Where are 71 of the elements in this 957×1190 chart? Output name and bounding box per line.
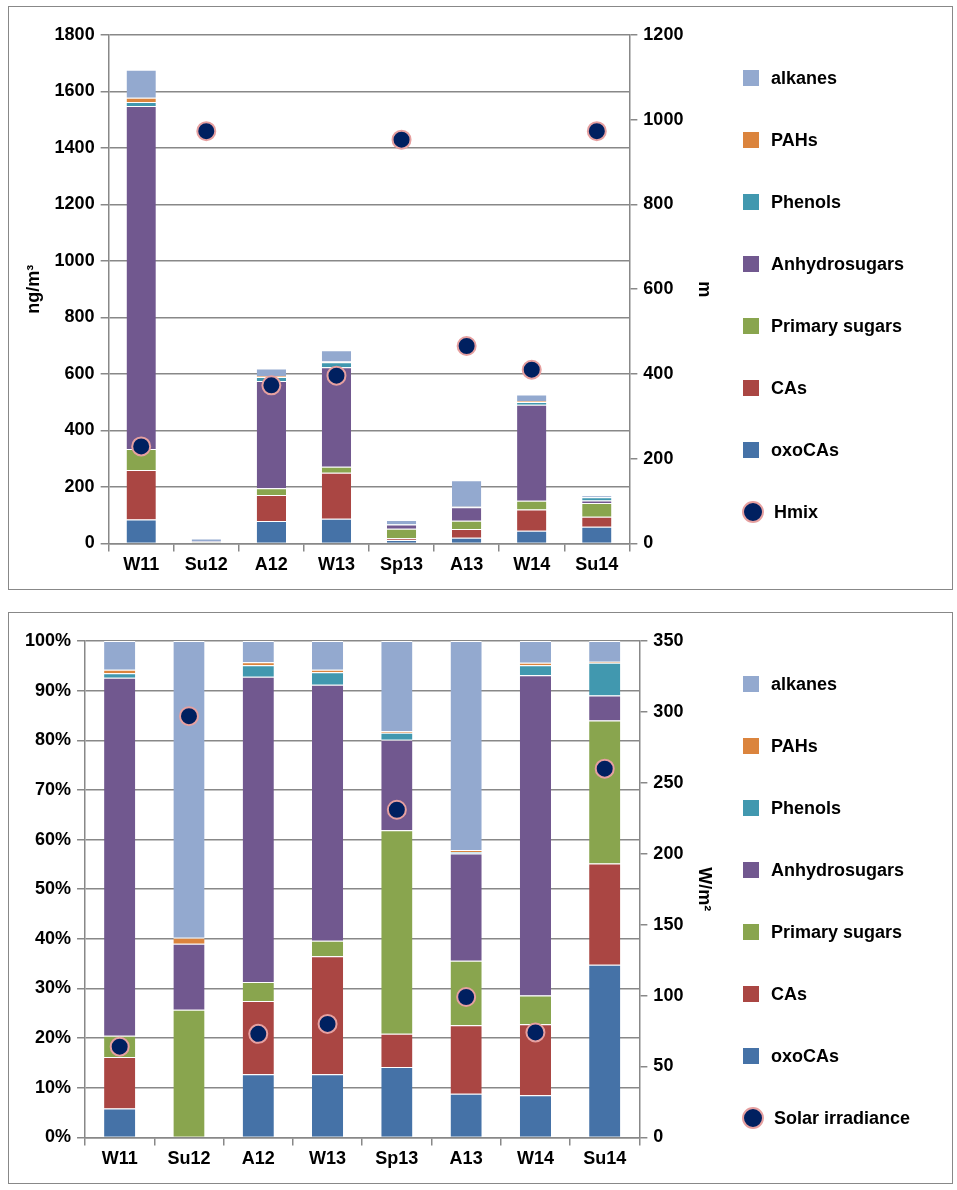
y-tick-label: 60% — [35, 828, 72, 849]
y2-axis-title: W/m² — [695, 867, 716, 912]
y-tick-label: 1800 — [54, 23, 95, 44]
x-tick-label: Sp13 — [375, 1148, 419, 1169]
y-tick-label: 1200 — [54, 193, 95, 214]
y2-tick-label: 150 — [653, 913, 684, 934]
x-tick-label: Su14 — [583, 1148, 627, 1169]
y-tick-label: 1600 — [54, 80, 95, 101]
legend-label: CAs — [771, 983, 808, 1005]
y-tick-label: 1400 — [54, 136, 95, 157]
legend-label: Primary sugars — [771, 315, 903, 337]
x-tick-label: Su12 — [184, 554, 228, 575]
legend-label: PAHs — [771, 735, 818, 757]
y2-tick-label: 1200 — [643, 23, 684, 44]
y-tick-label: 1000 — [54, 249, 95, 270]
legend-label: alkanes — [771, 67, 838, 89]
legend-label: Hmix — [774, 501, 819, 523]
x-tick-label: W13 — [317, 554, 355, 575]
x-tick-label: W13 — [309, 1148, 347, 1169]
legend-label: Primary sugars — [771, 921, 903, 943]
legend-label: alkanes — [771, 673, 838, 695]
y-tick-label: 200 — [64, 475, 95, 496]
x-tick-label: W11 — [123, 554, 160, 575]
y2-tick-label: 250 — [653, 771, 684, 792]
y2-tick-label: 0 — [653, 1126, 664, 1147]
x-tick-label: A13 — [450, 554, 484, 575]
legend-label: PAHs — [771, 129, 818, 151]
y-tick-label: 10% — [35, 1076, 72, 1097]
x-tick-label: W14 — [516, 1148, 554, 1169]
y-tick-label: 400 — [64, 419, 95, 440]
y-tick-label: 80% — [35, 729, 72, 750]
y2-tick-label: 800 — [643, 193, 674, 214]
y-tick-label: 50% — [35, 878, 72, 899]
x-tick-label: W14 — [513, 554, 551, 575]
y2-tick-label: 200 — [653, 842, 684, 863]
y2-tick-label: 600 — [643, 278, 674, 299]
x-tick-label: A13 — [449, 1148, 483, 1169]
y-tick-label: 0% — [45, 1126, 72, 1147]
y-tick-label: 800 — [64, 306, 95, 327]
legend-label: Solar irradiance — [774, 1107, 911, 1129]
legend-label: CAs — [771, 377, 808, 399]
legend-label: oxoCAs — [771, 1045, 840, 1067]
y2-tick-label: 400 — [643, 362, 674, 383]
y-tick-label: 40% — [35, 927, 72, 948]
x-tick-label: Sp13 — [380, 554, 424, 575]
y-tick-label: 90% — [35, 679, 72, 700]
y2-tick-label: 0 — [643, 532, 654, 553]
y-tick-label: 600 — [64, 362, 95, 383]
y-tick-label: 30% — [35, 977, 72, 998]
x-tick-label: A12 — [241, 1148, 275, 1169]
legend-label: Phenols — [771, 797, 842, 819]
y-axis-title: ng/m³ — [22, 264, 43, 314]
x-tick-label: Su14 — [575, 554, 619, 575]
y2-tick-label: 50 — [653, 1055, 674, 1076]
y-tick-label: 100% — [24, 629, 72, 650]
x-tick-label: A12 — [254, 554, 288, 575]
y-tick-label: 20% — [35, 1027, 72, 1048]
y2-axis-title: m — [695, 281, 716, 298]
y2-tick-label: 300 — [653, 700, 684, 721]
y2-tick-label: 200 — [643, 447, 674, 468]
y-tick-label: 0 — [84, 532, 95, 553]
legend-label: oxoCAs — [771, 439, 840, 461]
legend-label: Anhydrosugars — [771, 859, 905, 881]
x-tick-label: Su12 — [167, 1148, 211, 1169]
y2-tick-label: 1000 — [643, 108, 684, 129]
y-tick-label: 70% — [35, 778, 72, 799]
y2-tick-label: 100 — [653, 984, 684, 1005]
legend-label: Phenols — [771, 191, 842, 213]
legend-label: Anhydrosugars — [771, 253, 905, 275]
x-tick-label: W11 — [101, 1148, 138, 1169]
y2-tick-label: 350 — [653, 629, 684, 650]
